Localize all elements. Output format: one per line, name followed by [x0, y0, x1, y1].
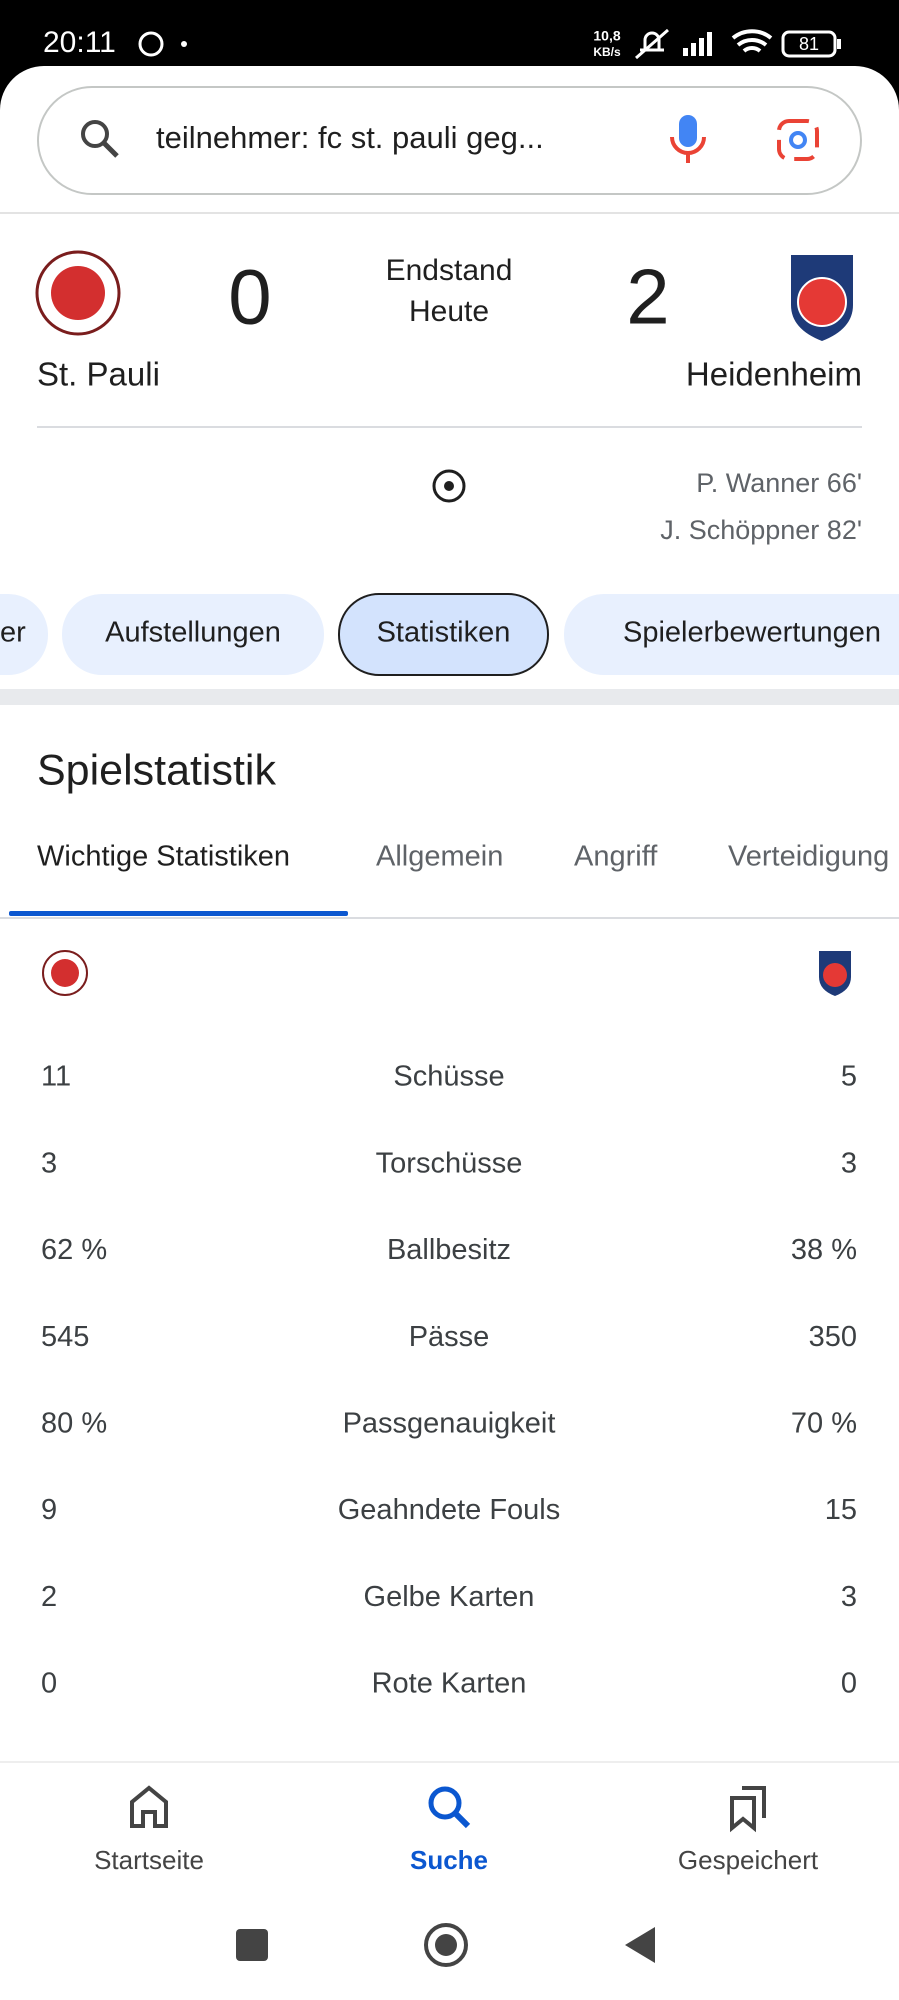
battery-tip	[837, 39, 841, 49]
nav-label[interactable]: Suche	[410, 1845, 488, 1875]
home-logo-inner	[51, 266, 105, 320]
away-stat: 38 %	[791, 1234, 857, 1266]
lens-icon[interactable]	[777, 119, 819, 161]
chip[interactable]	[62, 594, 324, 675]
away-stat: 5	[841, 1061, 857, 1093]
search-icon-handle	[102, 141, 119, 158]
section-gap	[0, 689, 899, 705]
network-speed: 10,8	[593, 28, 620, 44]
search-query[interactable]: teilnehmer: fc st. pauli geg...	[156, 120, 544, 155]
battery-level: 81	[799, 34, 819, 54]
away-logo-small-inner	[823, 963, 847, 987]
away-score: 2	[626, 253, 669, 341]
search-nav-icon[interactable]	[428, 1786, 462, 1820]
section-title: Spielstatistik	[37, 746, 276, 794]
home-button[interactable]	[424, 1923, 468, 1967]
away-stat: 70 %	[791, 1407, 857, 1439]
tab[interactable]: Angriff	[574, 841, 658, 873]
stat-label: Rote Karten	[372, 1668, 527, 1700]
search-icon	[81, 120, 109, 148]
home-stat: 9	[41, 1494, 57, 1526]
home-stat: 3	[41, 1147, 57, 1179]
saved-icon[interactable]	[730, 1786, 766, 1833]
goal-icon-center	[444, 481, 454, 491]
tab[interactable]: Verteidigung	[728, 841, 889, 873]
network-unit: KB/s	[593, 45, 621, 59]
stat-label: Geahndete Fouls	[338, 1494, 560, 1526]
whatsapp-icon	[138, 31, 164, 57]
away-stat: 350	[809, 1321, 857, 1353]
stat-label: Torschüsse	[376, 1147, 523, 1179]
stat-label: Ballbesitz	[387, 1234, 511, 1266]
stat-label: Pässe	[409, 1321, 490, 1353]
away-stat: 15	[825, 1494, 857, 1526]
home-button-center	[435, 1934, 457, 1956]
chip-label[interactable]: Spielerbewertungen	[623, 617, 881, 649]
back-button[interactable]	[625, 1927, 655, 1963]
away-stat: 3	[841, 1147, 857, 1179]
chip-label[interactable]: Aufstellungen	[105, 617, 281, 649]
home-logo-small-inner	[51, 959, 79, 987]
home-stat: 80 %	[41, 1407, 107, 1439]
away-stat: 3	[841, 1581, 857, 1613]
time: 20:11	[43, 26, 116, 59]
match-status: Endstand	[386, 254, 513, 287]
match-date: Heute	[409, 295, 489, 328]
nav-label[interactable]: Startseite	[94, 1845, 204, 1875]
chip[interactable]	[564, 594, 899, 675]
chip-selected[interactable]	[338, 593, 549, 676]
home-icon[interactable]	[130, 1785, 168, 1828]
wifi-icon	[731, 29, 773, 53]
battery	[781, 30, 837, 58]
home-stat: 545	[41, 1321, 89, 1353]
scorer: J. Schöppner 82'	[660, 515, 862, 545]
chip[interactable]	[0, 594, 48, 675]
goal-icon	[432, 469, 466, 503]
mute-icon	[635, 28, 669, 60]
search-nav-handle	[452, 1810, 471, 1829]
lens-center	[789, 131, 807, 149]
away-stat: 0	[841, 1668, 857, 1700]
away-logo-inner	[797, 277, 847, 327]
bottom-nav	[0, 1762, 899, 2000]
scorer: P. Wanner 66'	[696, 468, 862, 498]
home-stat: 11	[41, 1061, 71, 1093]
home-score: 0	[228, 253, 271, 341]
chip-label[interactable]: Statistiken	[377, 617, 511, 649]
home-stat: 0	[41, 1668, 57, 1700]
home-stat: 62 %	[41, 1234, 107, 1266]
tab-selected[interactable]: Wichtige Statistiken	[37, 841, 290, 873]
away-name: Heidenheim	[686, 356, 862, 393]
stat-label: Passgenauigkeit	[343, 1407, 556, 1439]
nav-label[interactable]: Gespeichert	[678, 1845, 819, 1875]
stat-label: Gelbe Karten	[364, 1581, 535, 1613]
mic-icon[interactable]	[679, 115, 697, 147]
chip-label[interactable]: er	[0, 617, 26, 649]
stat-label: Schüsse	[393, 1061, 504, 1093]
tab[interactable]: Allgemein	[376, 841, 503, 873]
dot	[181, 41, 187, 47]
recents-button[interactable]	[236, 1929, 268, 1961]
search-box[interactable]	[37, 86, 862, 195]
home-stat: 2	[41, 1581, 57, 1613]
signal-icon	[683, 32, 712, 56]
home-name: St. Pauli	[37, 356, 160, 393]
tab-indicator	[9, 911, 348, 916]
mic-base	[670, 136, 706, 163]
